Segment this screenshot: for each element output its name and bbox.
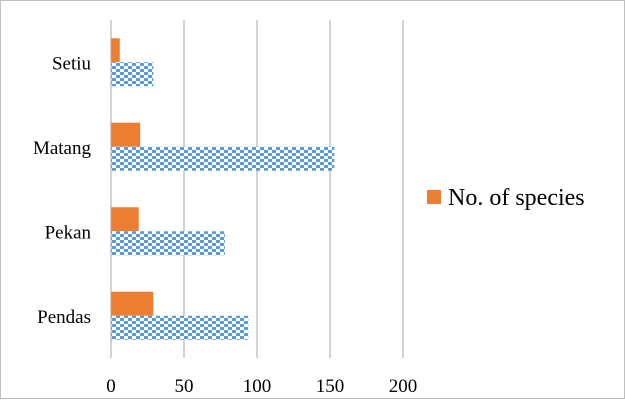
bar-pattern-matang (111, 146, 335, 171)
bar-pattern-pendas (111, 315, 249, 340)
axes: 0 50 100 150 200 Pendas Pekan Matang Setiu (33, 20, 417, 397)
bar-orange-pendas (111, 291, 154, 316)
y-category-label: Pendas (37, 307, 91, 328)
legend-label: No. of species (448, 185, 585, 211)
bar-orange-setiu (111, 38, 120, 63)
x-tick-label: 150 (316, 376, 345, 397)
x-tick-label: 0 (106, 376, 116, 397)
x-tick-label: 200 (389, 376, 418, 397)
y-category-label: Pekan (45, 222, 92, 243)
y-category-label: Setiu (52, 53, 92, 74)
y-category-label: Matang (33, 138, 92, 159)
legend-swatch (427, 190, 441, 204)
bar-pattern-setiu (111, 62, 154, 87)
bars (111, 38, 335, 340)
gridlines (183, 20, 404, 358)
x-tick-label: 50 (175, 376, 194, 397)
bar-orange-matang (111, 122, 141, 147)
x-tick-label: 100 (243, 376, 272, 397)
legend: No. of species (427, 185, 585, 211)
bar-orange-pekan (111, 207, 139, 232)
bar-pattern-pekan (111, 231, 225, 256)
